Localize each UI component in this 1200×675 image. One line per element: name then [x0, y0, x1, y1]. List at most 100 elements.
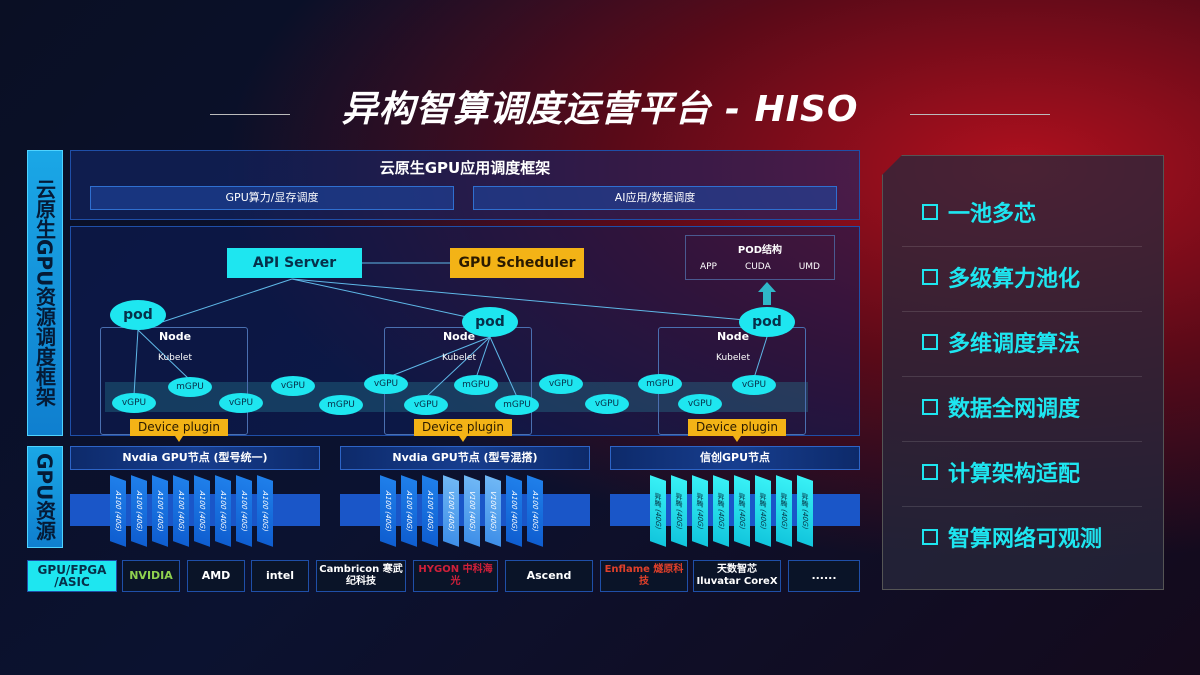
feature-label: 多级算力池化 [948, 267, 1081, 292]
link-node2 [291, 278, 491, 323]
gpu-card: V100 (40G) [464, 475, 480, 547]
checkbox-square-icon [922, 269, 938, 285]
vendor-logo-6: Enflame 燧原科技 [600, 560, 688, 592]
arrow-down-icon [175, 436, 183, 442]
gpu-unit: mGPU [319, 395, 363, 415]
pod: pod [110, 300, 166, 330]
gpu-card: 昇腾 (40G) [671, 475, 687, 547]
checkbox-square-icon [922, 399, 938, 415]
checkbox-square-icon [922, 204, 938, 220]
vendor-logo-4: HYGON 中科海光 [413, 560, 498, 592]
gpu-card: A100 (40G) [257, 475, 273, 547]
feature-label: 数据全网调度 [948, 397, 1081, 422]
gpu-card: 昇腾 (40G) [650, 475, 666, 547]
device-plugin: Device plugin [688, 419, 786, 436]
device-plugin: Device plugin [130, 419, 228, 436]
kubelet-label: Kubelet [716, 353, 750, 363]
gpu-unit: mGPU [454, 375, 498, 395]
vendor-logo-8: ...... [788, 560, 860, 592]
pod-structure-title: POD结构 [737, 245, 783, 256]
gpu-card: 昇腾 (40G) [755, 475, 771, 547]
gpu-card: A100 (40G) [401, 475, 417, 547]
vendor-logo-1: AMD [187, 560, 245, 592]
gpu-unit: vGPU [539, 374, 583, 394]
feature-divider [902, 246, 1142, 247]
feature-divider [902, 311, 1142, 312]
vendor-logo-3: Cambricon 寒武纪科技 [316, 560, 406, 592]
feature-item: 多维调度算法 [922, 326, 1080, 358]
gpu-scheduler-box: GPU Scheduler [450, 248, 584, 278]
gpu-unit: vGPU [219, 393, 263, 413]
gpu-node-title: 信创GPU节点 [610, 446, 860, 470]
gpu-card: A100 (40G) [527, 475, 543, 547]
gpu-unit: mGPU [495, 395, 539, 415]
side-label-gpu: GPU资源 [27, 446, 63, 548]
vendor-logo-5: Ascend [505, 560, 593, 592]
title-line-left [210, 114, 290, 115]
framework-title: 云原生GPU应用调度框架 [379, 159, 551, 177]
device-plugin: Device plugin [414, 419, 512, 436]
pod-item-app: APP [699, 262, 717, 272]
page-title: 异构智算调度运营平台 - HISO [341, 89, 859, 130]
kubelet-label: Kubelet [442, 353, 476, 363]
gpu-card: A100 (40G) [236, 475, 252, 547]
gpu-unit: vGPU [585, 394, 629, 414]
feature-label: 一池多芯 [948, 202, 1037, 227]
gpu-unit: vGPU [271, 376, 315, 396]
feature-divider [902, 376, 1142, 377]
gpu-card: A100 (40G) [215, 475, 231, 547]
feature-label: 多维调度算法 [948, 332, 1081, 357]
link-node3 [291, 278, 768, 323]
gpu-card: A100 (40G) [380, 475, 396, 547]
gpu-card: A100 (40G) [173, 475, 189, 547]
pod-structure-box: POD结构 APP CUDA UMD [685, 235, 835, 280]
arrow-down-icon [459, 436, 467, 442]
gpu-card: A100 (40G) [194, 475, 210, 547]
link-node1 [137, 278, 293, 331]
gpu-unit: mGPU [168, 377, 212, 397]
feature-item: 计算架构适配 [922, 456, 1080, 488]
checkbox-square-icon [922, 334, 938, 350]
vendor-logo-2: intel [251, 560, 309, 592]
gpu-compute-bar: GPU算力/显存调度 [90, 186, 454, 210]
gpu-card: A100 (40G) [152, 475, 168, 547]
pod-item-cuda: CUDA [744, 262, 771, 272]
gpu-card: A100 (40G) [131, 475, 147, 547]
vendor-label: GPU/FPGA /ASIC [27, 560, 117, 592]
kubelet-label: Kubelet [158, 353, 192, 363]
gpu-unit: mGPU [638, 374, 682, 394]
checkbox-square-icon [922, 529, 938, 545]
pod-item-umd: UMD [798, 262, 820, 272]
feature-divider [902, 506, 1142, 507]
gpu-card: A100 (40G) [110, 475, 126, 547]
pod: pod [739, 307, 795, 337]
node-label: Node [158, 330, 192, 343]
api-server-box: API Server [227, 248, 362, 278]
node-label: Node [716, 330, 750, 343]
gpu-card: 昇腾 (40G) [734, 475, 750, 547]
gpu-unit: vGPU [732, 375, 776, 395]
vendor-logo-7: 天数智芯 Iluvatar CoreX [693, 560, 781, 592]
gpu-card: V100 (40G) [443, 475, 459, 547]
gpu-card: A100 (40G) [506, 475, 522, 547]
gpu-unit: vGPU [364, 374, 408, 394]
checkbox-square-icon [922, 464, 938, 480]
gpu-unit: vGPU [112, 393, 156, 413]
node-label: Node [442, 330, 476, 343]
feature-item: 一池多芯 [922, 196, 1036, 228]
title-line-right [910, 114, 1050, 115]
feature-label: 智算网络可观测 [948, 527, 1103, 552]
pod-structure-arrow [758, 282, 776, 305]
gpu-card: 昇腾 (40G) [692, 475, 708, 547]
side-label-scheduling: 云原生GPU资源调度框架 [27, 150, 63, 436]
gpu-unit: vGPU [678, 394, 722, 414]
feature-item: 智算网络可观测 [922, 521, 1102, 553]
gpu-node-title: Nvdia GPU节点 (型号统一) [70, 446, 320, 470]
gpu-card: 昇腾 (40G) [797, 475, 813, 547]
features-panel [882, 155, 1164, 590]
ai-data-bar: AI应用/数据调度 [473, 186, 837, 210]
feature-item: 数据全网调度 [922, 391, 1080, 423]
gpu-card: V100 (40G) [485, 475, 501, 547]
gpu-node-title: Nvdia GPU节点 (型号混搭) [340, 446, 590, 470]
